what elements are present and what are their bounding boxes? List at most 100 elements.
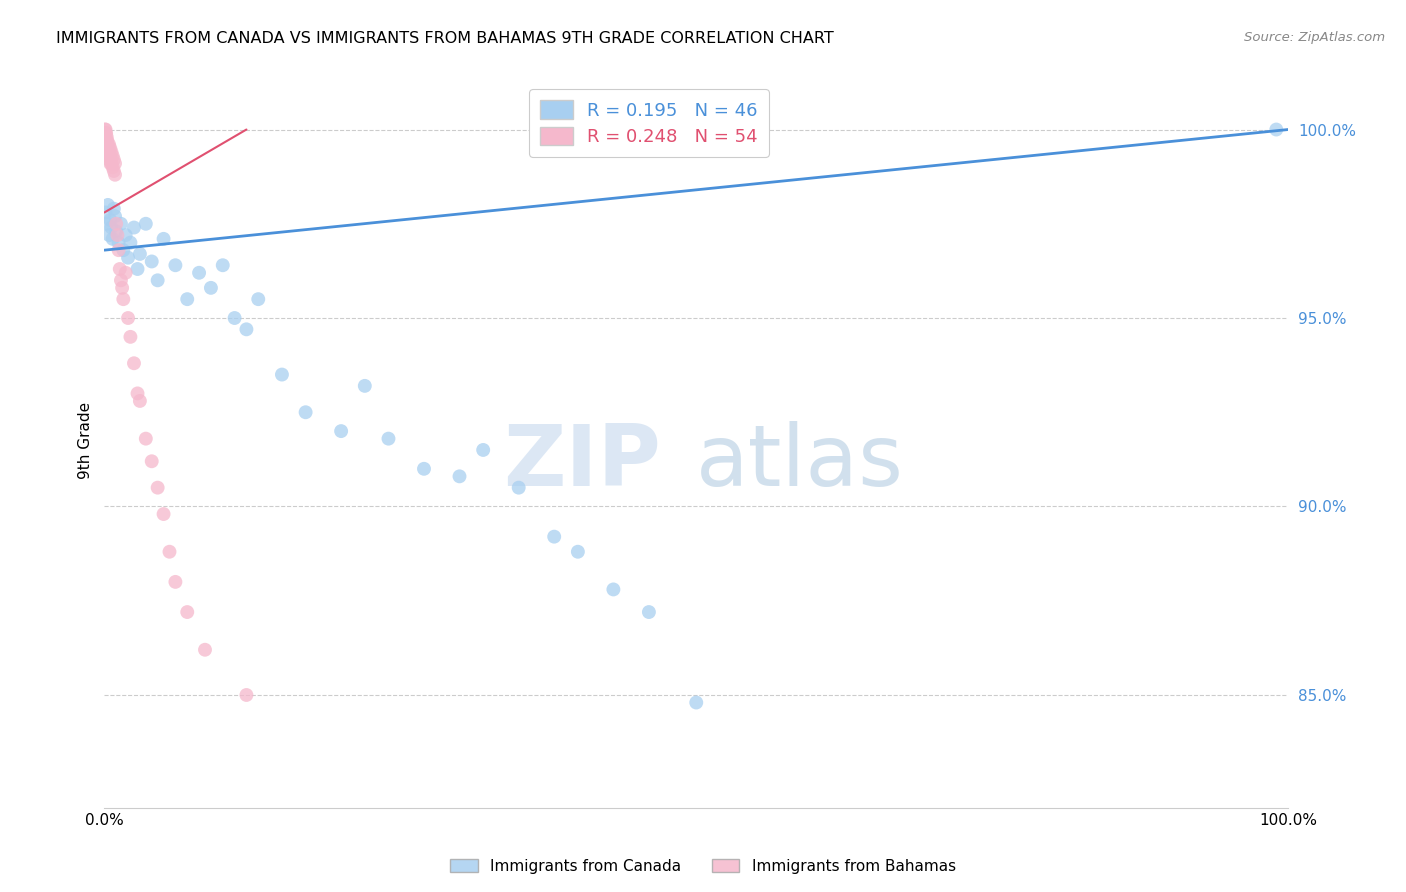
Point	[103, 153, 125, 167]
Point	[98, 145, 121, 160]
Point	[120, 330, 142, 344]
Point	[101, 160, 124, 174]
Point	[247, 292, 270, 306]
Point	[567, 545, 589, 559]
Point	[97, 149, 120, 163]
Point	[100, 220, 122, 235]
Point	[146, 481, 169, 495]
Point	[146, 273, 169, 287]
Point	[152, 232, 174, 246]
Point	[94, 122, 117, 136]
Point	[96, 137, 118, 152]
Point	[165, 574, 187, 589]
Point	[472, 442, 495, 457]
Point	[294, 405, 316, 419]
Point	[122, 220, 145, 235]
Point	[413, 462, 436, 476]
Point	[97, 141, 120, 155]
Point	[98, 228, 121, 243]
Point	[100, 156, 122, 170]
Point	[194, 642, 217, 657]
Point	[135, 217, 157, 231]
Point	[94, 122, 117, 136]
Point	[176, 292, 198, 306]
Point	[110, 273, 132, 287]
Point	[602, 582, 624, 597]
Point	[135, 432, 157, 446]
Point	[105, 217, 128, 231]
Point	[114, 266, 136, 280]
Point	[96, 130, 118, 145]
Point	[122, 356, 145, 370]
Point	[235, 688, 257, 702]
Point	[543, 530, 565, 544]
Legend: Immigrants from Canada, Immigrants from Bahamas: Immigrants from Canada, Immigrants from …	[444, 853, 962, 880]
Y-axis label: 9th Grade: 9th Grade	[79, 402, 93, 479]
Point	[107, 228, 129, 243]
Point	[96, 217, 118, 231]
Point	[330, 424, 353, 438]
Point	[377, 432, 399, 446]
Point	[100, 145, 122, 160]
Point	[117, 251, 139, 265]
Point	[98, 141, 121, 155]
Point	[128, 393, 150, 408]
Point	[638, 605, 661, 619]
Point	[188, 266, 211, 280]
Point	[101, 232, 124, 246]
Point	[127, 386, 149, 401]
Point	[107, 243, 129, 257]
Point	[94, 126, 117, 140]
Text: ZIP: ZIP	[503, 421, 661, 504]
Point	[98, 156, 121, 170]
Point	[141, 454, 163, 468]
Point	[97, 198, 120, 212]
Text: IMMIGRANTS FROM CANADA VS IMMIGRANTS FROM BAHAMAS 9TH GRADE CORRELATION CHART: IMMIGRANTS FROM CANADA VS IMMIGRANTS FRO…	[56, 31, 834, 46]
Point	[103, 202, 125, 216]
Point	[96, 126, 118, 140]
Point	[104, 209, 127, 223]
Text: atlas: atlas	[696, 421, 904, 504]
Point	[200, 281, 222, 295]
Point	[176, 605, 198, 619]
Point	[224, 311, 246, 326]
Point	[98, 137, 121, 152]
Point	[165, 258, 187, 272]
Point	[211, 258, 233, 272]
Point	[112, 292, 135, 306]
Point	[353, 379, 375, 393]
Text: Source: ZipAtlas.com: Source: ZipAtlas.com	[1244, 31, 1385, 45]
Point	[101, 149, 124, 163]
Point	[94, 126, 117, 140]
Point	[98, 153, 121, 167]
Legend: R = 0.195   N = 46, R = 0.248   N = 54: R = 0.195 N = 46, R = 0.248 N = 54	[529, 89, 769, 157]
Point	[110, 217, 132, 231]
Point	[271, 368, 294, 382]
Point	[1265, 122, 1288, 136]
Point	[97, 137, 120, 152]
Point	[97, 141, 120, 155]
Point	[128, 247, 150, 261]
Point	[112, 243, 135, 257]
Point	[235, 322, 257, 336]
Point	[120, 235, 142, 250]
Point	[94, 130, 117, 145]
Point	[159, 545, 181, 559]
Point	[96, 134, 118, 148]
Point	[103, 164, 125, 178]
Point	[104, 168, 127, 182]
Point	[114, 228, 136, 243]
Point	[104, 156, 127, 170]
Point	[152, 507, 174, 521]
Point	[107, 235, 129, 250]
Point	[94, 205, 117, 219]
Point	[108, 262, 131, 277]
Point	[98, 149, 121, 163]
Point	[685, 696, 707, 710]
Point	[127, 262, 149, 277]
Point	[96, 134, 118, 148]
Point	[96, 134, 118, 148]
Point	[449, 469, 471, 483]
Point	[94, 137, 117, 152]
Point	[96, 145, 118, 160]
